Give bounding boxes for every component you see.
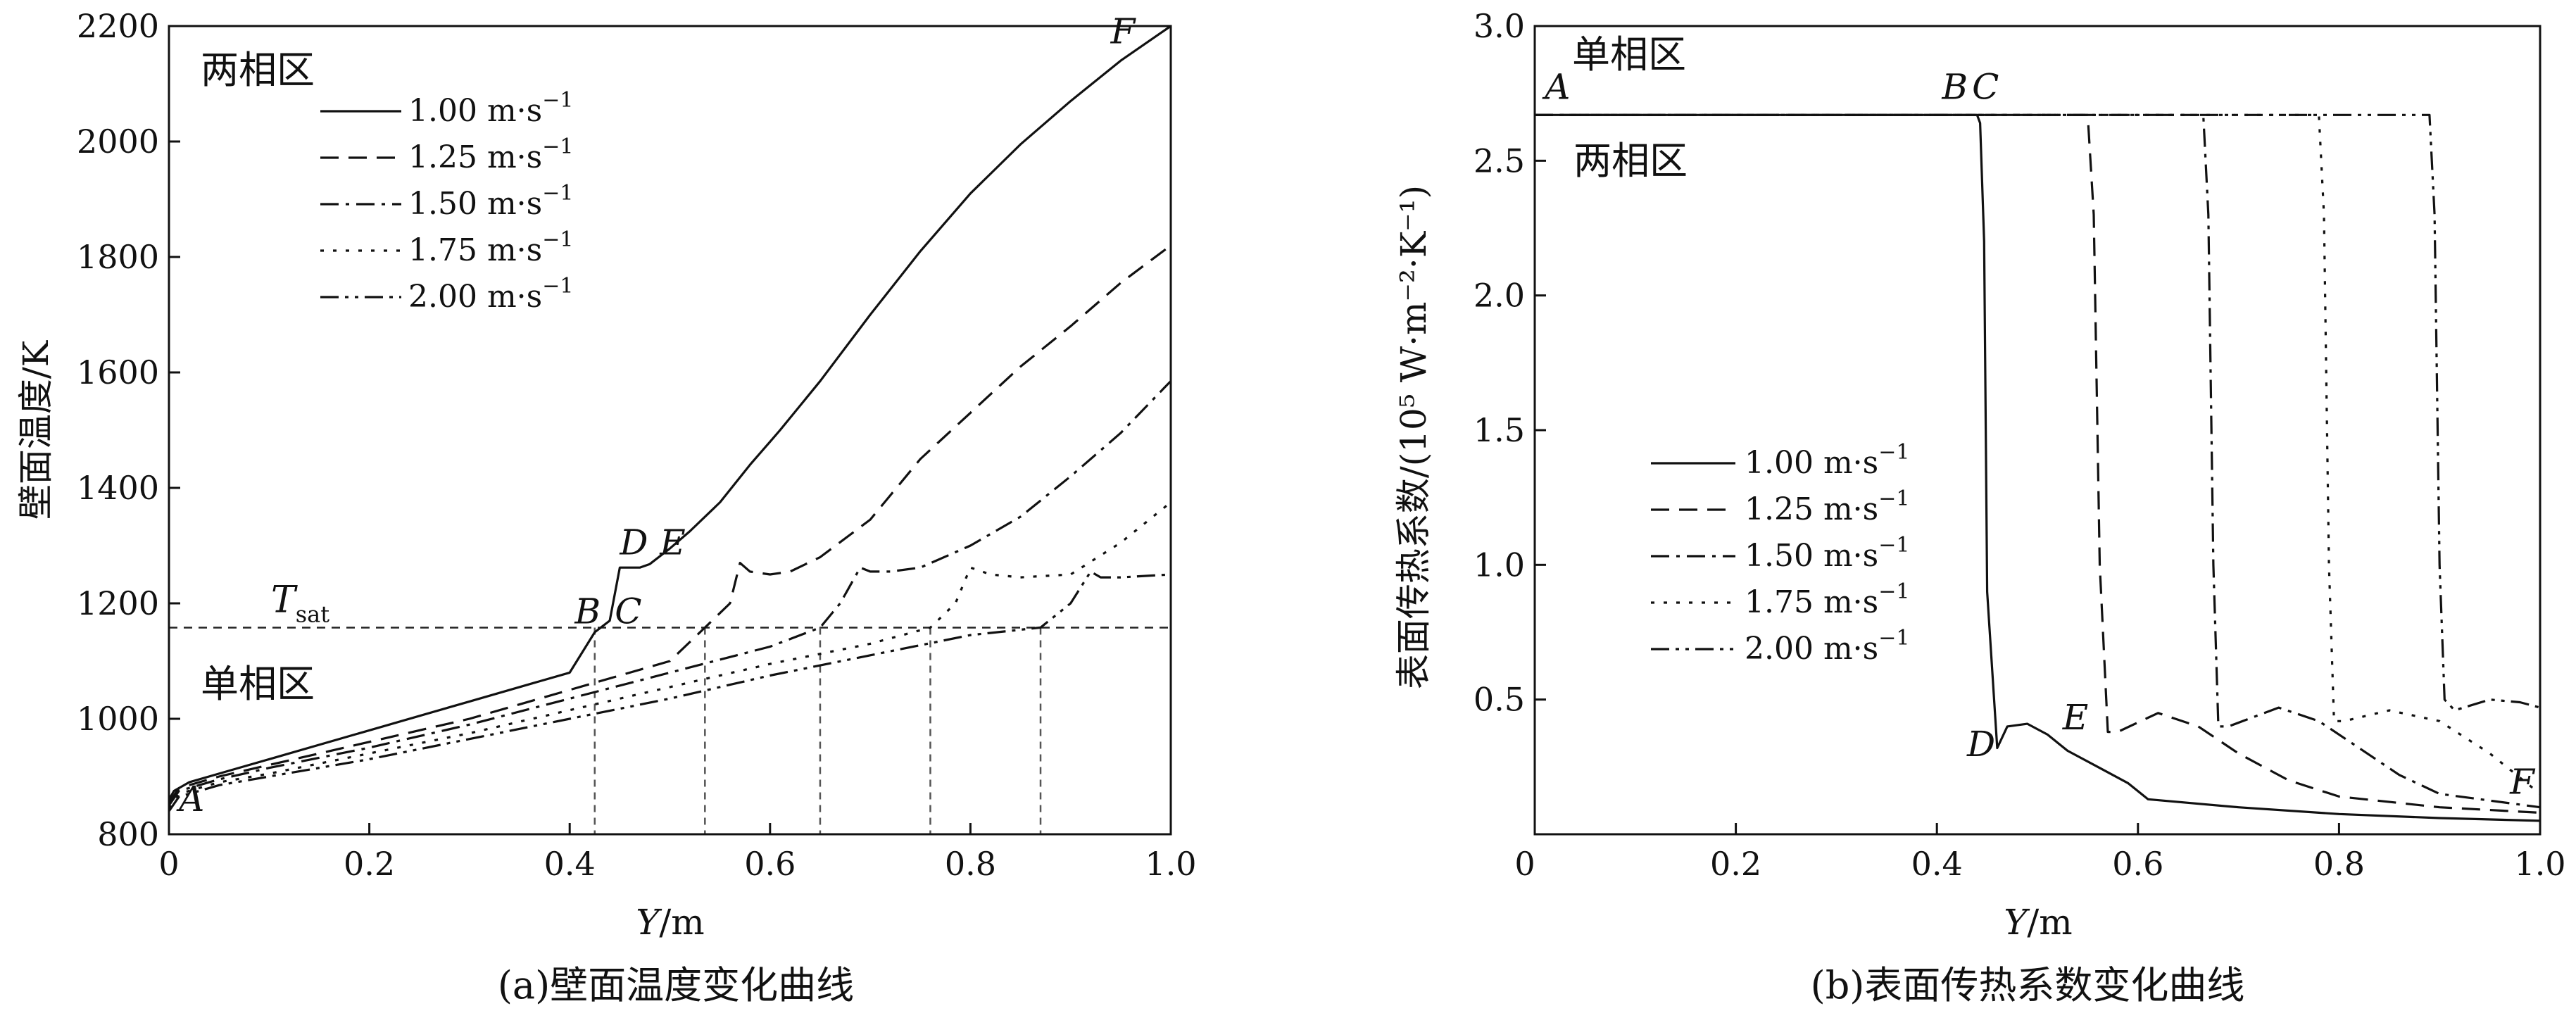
chart-heat-transfer-coefficient: 0.2 0.4 0.6 0.8 1.0 0.5 1.0 1.5 2.0 2.5 3.0 0 Y/m 表面传… <box>1393 7 2566 1007</box>
x-tick-label: 1.0 <box>1145 845 1196 883</box>
x-tick-label: 0.4 <box>1911 845 1963 883</box>
y-tick-label: 1000 <box>77 700 159 738</box>
point-label-c: C <box>1972 66 1999 107</box>
point-label-c: C <box>615 591 641 632</box>
series-line-1 <box>1535 113 2541 822</box>
y-tick-label: 1.0 <box>1474 546 1525 584</box>
point-label-d: D <box>619 522 648 563</box>
point-label-b: B <box>574 591 601 632</box>
series-line-3 <box>168 380 1172 806</box>
legend-entry-4: 1.75 m·s−1 <box>1745 579 1909 620</box>
legend: 1.00 m·s−1 1.25 m·s−1 1.50 m·s−1 1.75 m·s−1… <box>1651 440 1909 667</box>
y-tick-label: 3.0 <box>1474 7 1525 45</box>
series-line-1 <box>168 25 1171 800</box>
chart-caption: (a)壁面温度变化曲线 <box>498 963 854 1007</box>
series-line-5 <box>168 570 1171 812</box>
origin-label: 0 <box>1514 845 1535 883</box>
y-tick-label: 2.0 <box>1474 277 1525 315</box>
y-tick-label: 0.5 <box>1474 681 1525 719</box>
y-tick-label: 1400 <box>77 469 159 507</box>
series-line-2 <box>168 244 1171 803</box>
y-tick-label: 2000 <box>77 122 159 161</box>
series-line-2 <box>1535 113 2541 814</box>
x-axis-title: Y/m <box>2004 902 2072 943</box>
point-label-a: A <box>1542 66 1570 107</box>
region-label-lower: 单相区 <box>201 662 315 706</box>
point-label-f: F <box>1110 11 1137 52</box>
region-label-lower: 两相区 <box>1573 139 1688 183</box>
x-tick-label: 0.4 <box>544 845 596 883</box>
region-label-upper: 单相区 <box>1572 32 1686 77</box>
y-tick-label: 1200 <box>77 584 159 622</box>
legend-entry-5: 2.00 m·s−1 <box>408 274 573 315</box>
x-tick-label: 1.0 <box>2514 845 2565 883</box>
region-label-upper: 两相区 <box>201 48 315 92</box>
x-tick-label: 0 <box>158 845 179 883</box>
legend-entry-1: 1.00 m·s−1 <box>1745 440 1909 481</box>
series-line-3 <box>1535 113 2541 809</box>
series-line-4 <box>1535 113 2542 795</box>
plot-frame <box>168 25 1172 836</box>
legend: 1.00 m·s−1 1.25 m·s−1 1.50 m·s−1 1.75 m·s−1… <box>320 88 573 315</box>
series-line-4 <box>168 501 1172 810</box>
series-line-5 <box>1535 113 2541 712</box>
tsat-label: Tsat <box>271 579 329 627</box>
legend-entry-3: 1.50 m·s−1 <box>1745 533 1909 574</box>
y-tick-label: 2.5 <box>1474 142 1525 180</box>
y-axis-title: 表面传热系数/(10⁵ W·m⁻²·K⁻¹) <box>1393 185 1434 689</box>
legend-entry-3: 1.50 m·s−1 <box>408 181 573 222</box>
point-label-e: E <box>659 522 686 563</box>
legend-entry-1: 1.00 m·s−1 <box>408 88 573 129</box>
y-tick-label: 1800 <box>77 238 159 276</box>
legend-entry-4: 1.75 m·s−1 <box>408 227 573 268</box>
chart-wall-temperature: Tsat 0 0.2 0.4 0.6 0.8 1.0 800 1000 1200 1400 1600 1… <box>15 7 1197 1007</box>
point-label-f: F <box>2509 762 2536 803</box>
point-label-b: B <box>1941 66 1968 107</box>
point-label-a: A <box>176 779 204 819</box>
point-label-d: D <box>1966 724 1995 765</box>
y-tick-label: 800 <box>97 815 159 853</box>
x-tick-label: 0.8 <box>2313 845 2365 883</box>
y-axis-title: 壁面温度/K <box>15 339 56 520</box>
x-tick-label: 0.6 <box>2112 845 2163 883</box>
x-tick-label: 0.8 <box>945 845 996 883</box>
y-tick-label: 1600 <box>77 353 159 391</box>
y-tick-label: 1.5 <box>1474 411 1525 449</box>
legend-entry-2: 1.25 m·s−1 <box>408 134 573 175</box>
legend-entry-2: 1.25 m·s−1 <box>1745 486 1909 527</box>
x-tick-label: 0.2 <box>1710 845 1761 883</box>
x-tick-label: 0.2 <box>344 845 395 883</box>
x-axis-title: Y/m <box>636 902 704 943</box>
legend-entry-5: 2.00 m·s−1 <box>1745 626 1909 667</box>
x-tick-label: 0.6 <box>744 845 796 883</box>
chart-caption: (b)表面传热系数变化曲线 <box>1811 963 2245 1007</box>
y-tick-label: 2200 <box>77 7 159 45</box>
point-label-e: E <box>2062 697 2089 738</box>
